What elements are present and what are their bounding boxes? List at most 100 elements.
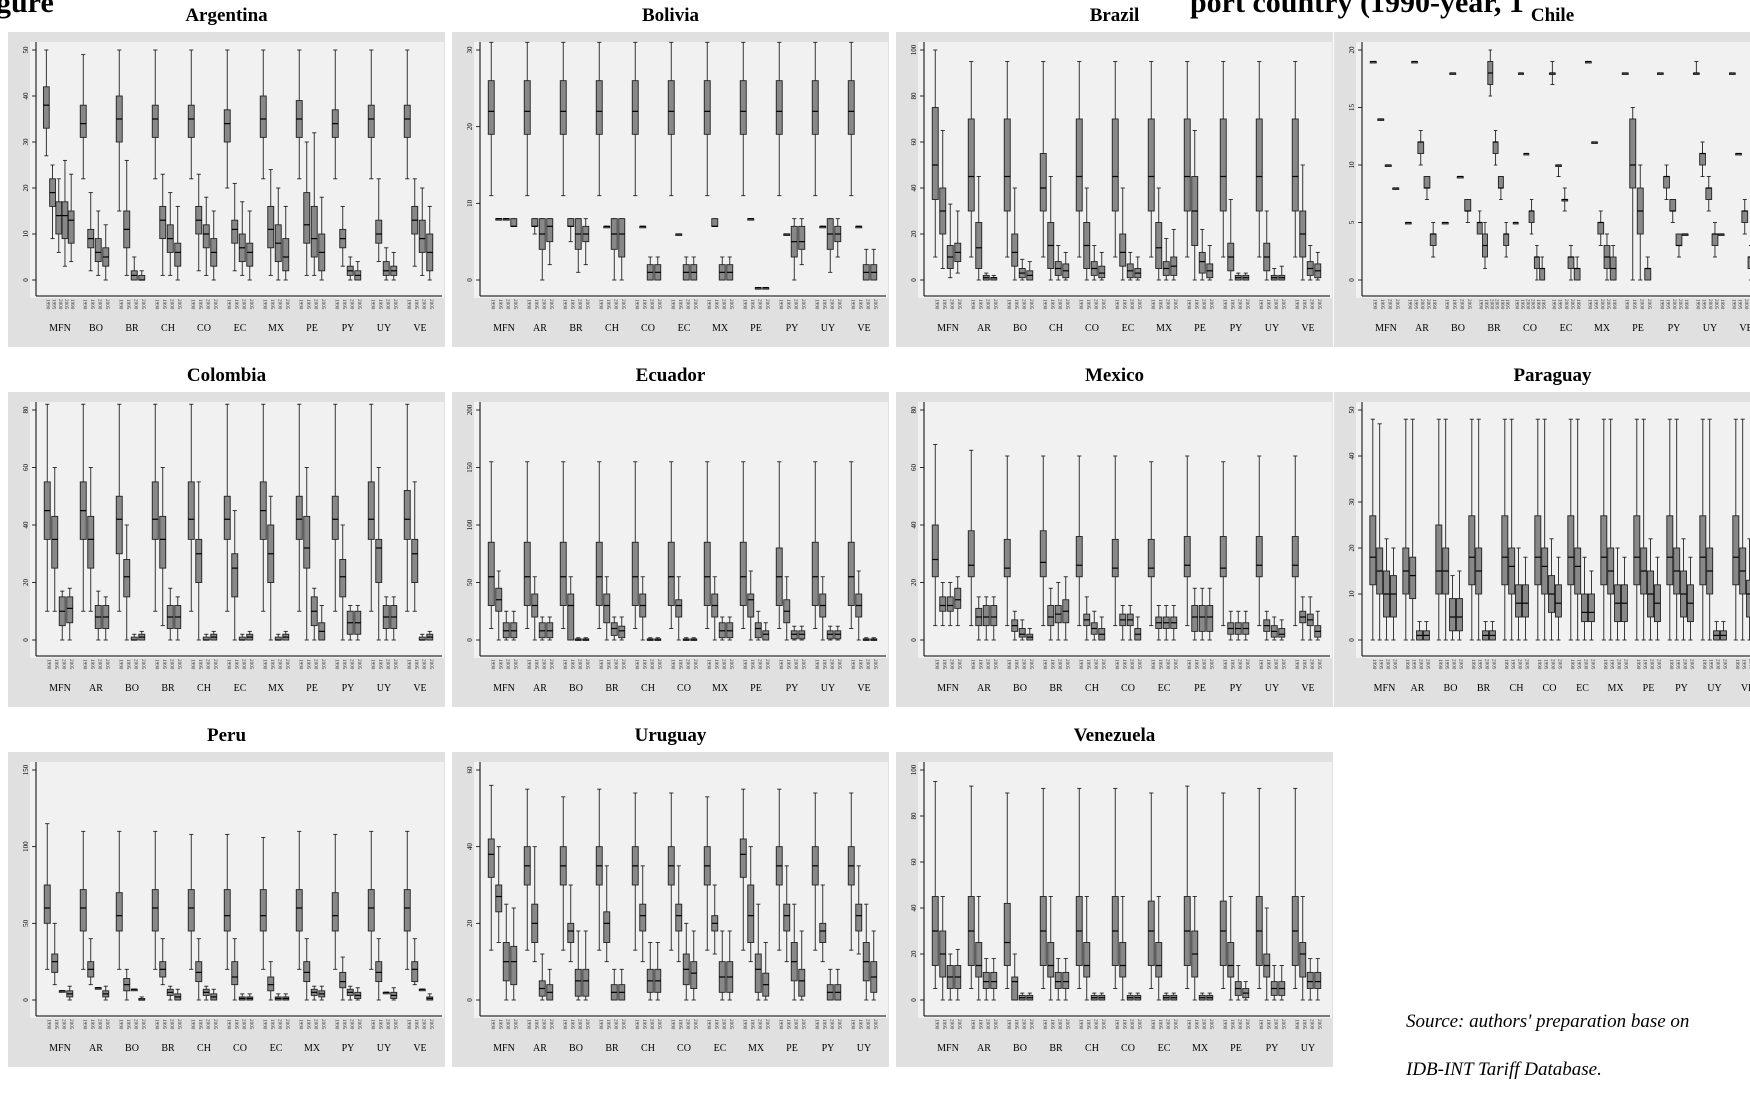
group-label: VE <box>413 323 426 334</box>
box <box>1263 210 1271 281</box>
year-tick-label: 1995 <box>713 1019 719 1030</box>
group-label: UY <box>857 1043 871 1054</box>
box <box>646 256 654 281</box>
year-tick-label: 2000 <box>756 299 762 310</box>
year-tick-label: 1995 <box>1049 659 1055 670</box>
box <box>1464 199 1472 223</box>
year-tick-label: 2005 <box>1589 659 1595 670</box>
box <box>546 616 554 641</box>
group-label: UY <box>821 683 835 694</box>
group-label: PY <box>1230 683 1243 694</box>
year-tick-label: 1990 <box>813 659 819 670</box>
box <box>1644 256 1652 281</box>
panel-title: Venezuela <box>1073 725 1156 746</box>
year-tick-label: 1990 <box>1668 659 1674 670</box>
y-tick-label: 80 <box>910 406 918 414</box>
year-tick-label: 1990 <box>489 1019 495 1030</box>
box <box>1098 616 1106 641</box>
group-label: AR <box>977 1043 991 1054</box>
year-tick-label: 1995 <box>941 1019 947 1030</box>
box <box>130 988 138 992</box>
box <box>1126 992 1134 1001</box>
year-tick-label: 2005 <box>356 299 362 310</box>
year-tick-label: 2000 <box>384 659 390 670</box>
year-tick-label: 2000 <box>312 659 318 670</box>
box <box>654 256 662 281</box>
year-tick-label: 1990 <box>1586 299 1592 310</box>
group-label: PE <box>1230 1043 1242 1054</box>
year-tick-label: 1990 <box>969 299 975 310</box>
box <box>49 164 56 240</box>
box <box>282 630 290 641</box>
year-tick-label: 1995 <box>569 659 575 670</box>
box <box>403 830 411 970</box>
year-tick-label: 2000 <box>420 659 426 670</box>
year-tick-label: 1995 <box>53 659 59 670</box>
year-tick-label: 2000 <box>96 299 102 310</box>
year-tick-label: 1990 <box>1221 1019 1227 1030</box>
year-tick-label: 2000 <box>1563 299 1569 310</box>
y-tick-label: 20 <box>466 123 474 130</box>
year-tick-label: 1995 <box>377 659 383 670</box>
box <box>1183 61 1191 258</box>
panel-title: Uruguay <box>634 725 707 746</box>
year-tick-label: 1995 <box>497 1019 503 1030</box>
year-tick-label: 2000 <box>1488 299 1494 310</box>
year-tick-label: 2000 <box>1671 299 1677 310</box>
year-tick-label: 1990 <box>633 299 639 310</box>
box <box>1263 610 1271 641</box>
box <box>1003 61 1011 258</box>
year-tick-label: 1995 <box>857 299 863 310</box>
box <box>318 605 326 641</box>
group-label: MFN <box>1375 323 1397 334</box>
year-tick-label: 1995 <box>1504 299 1510 310</box>
year-tick-label: 2000 <box>540 1019 546 1030</box>
year-tick-label: 1995 <box>413 1019 419 1030</box>
year-tick-label: 1995 <box>1701 299 1707 310</box>
box <box>502 218 510 221</box>
y-tick-label: 150 <box>466 462 474 473</box>
box <box>495 846 503 943</box>
box <box>79 830 87 970</box>
year-tick-label: 1995 <box>1229 1019 1235 1030</box>
box <box>1369 60 1377 64</box>
box <box>711 576 719 641</box>
year-tick-label: 1995 <box>677 1019 683 1030</box>
year-tick-label: 1990 <box>1257 1019 1263 1030</box>
year-tick-label: 1990 <box>597 659 603 670</box>
y-tick-label: 5 <box>1348 220 1356 224</box>
year-tick-label: 2000 <box>828 299 834 310</box>
box <box>726 256 734 281</box>
year-tick-label: 2000 <box>168 659 174 670</box>
year-tick-label: 1990 <box>1719 299 1725 310</box>
box <box>1299 596 1307 641</box>
year-tick-label: 1990 <box>405 1019 411 1030</box>
year-tick-label: 1995 <box>197 299 203 310</box>
box <box>1119 187 1127 281</box>
box <box>523 788 531 951</box>
y-tick-label: 80 <box>910 812 918 820</box>
year-tick-label: 1995 <box>197 659 203 670</box>
box <box>654 637 662 641</box>
group-label: AR <box>533 1043 547 1054</box>
box <box>1054 245 1062 281</box>
box <box>1134 992 1142 1001</box>
year-tick-label: 2000 <box>204 299 210 310</box>
year-tick-label: 2005 <box>1028 659 1034 670</box>
year-tick-label: 1995 <box>1301 299 1307 310</box>
box <box>1191 587 1199 641</box>
year-tick-label: 2000 <box>612 659 618 670</box>
year-tick-label: 1990 <box>633 1019 639 1030</box>
year-tick-label: 2000 <box>612 1019 618 1030</box>
box <box>1219 792 1227 989</box>
box <box>1449 575 1457 641</box>
box <box>631 792 639 951</box>
box <box>403 403 411 612</box>
year-tick-label: 1990 <box>1371 659 1377 670</box>
box <box>747 218 755 221</box>
year-tick-label: 1990 <box>1478 299 1484 310</box>
box <box>1488 621 1496 641</box>
year-tick-label: 1990 <box>261 1019 267 1030</box>
year-tick-label: 1995 <box>269 1019 275 1030</box>
year-tick-label: 1995 <box>605 1019 611 1030</box>
